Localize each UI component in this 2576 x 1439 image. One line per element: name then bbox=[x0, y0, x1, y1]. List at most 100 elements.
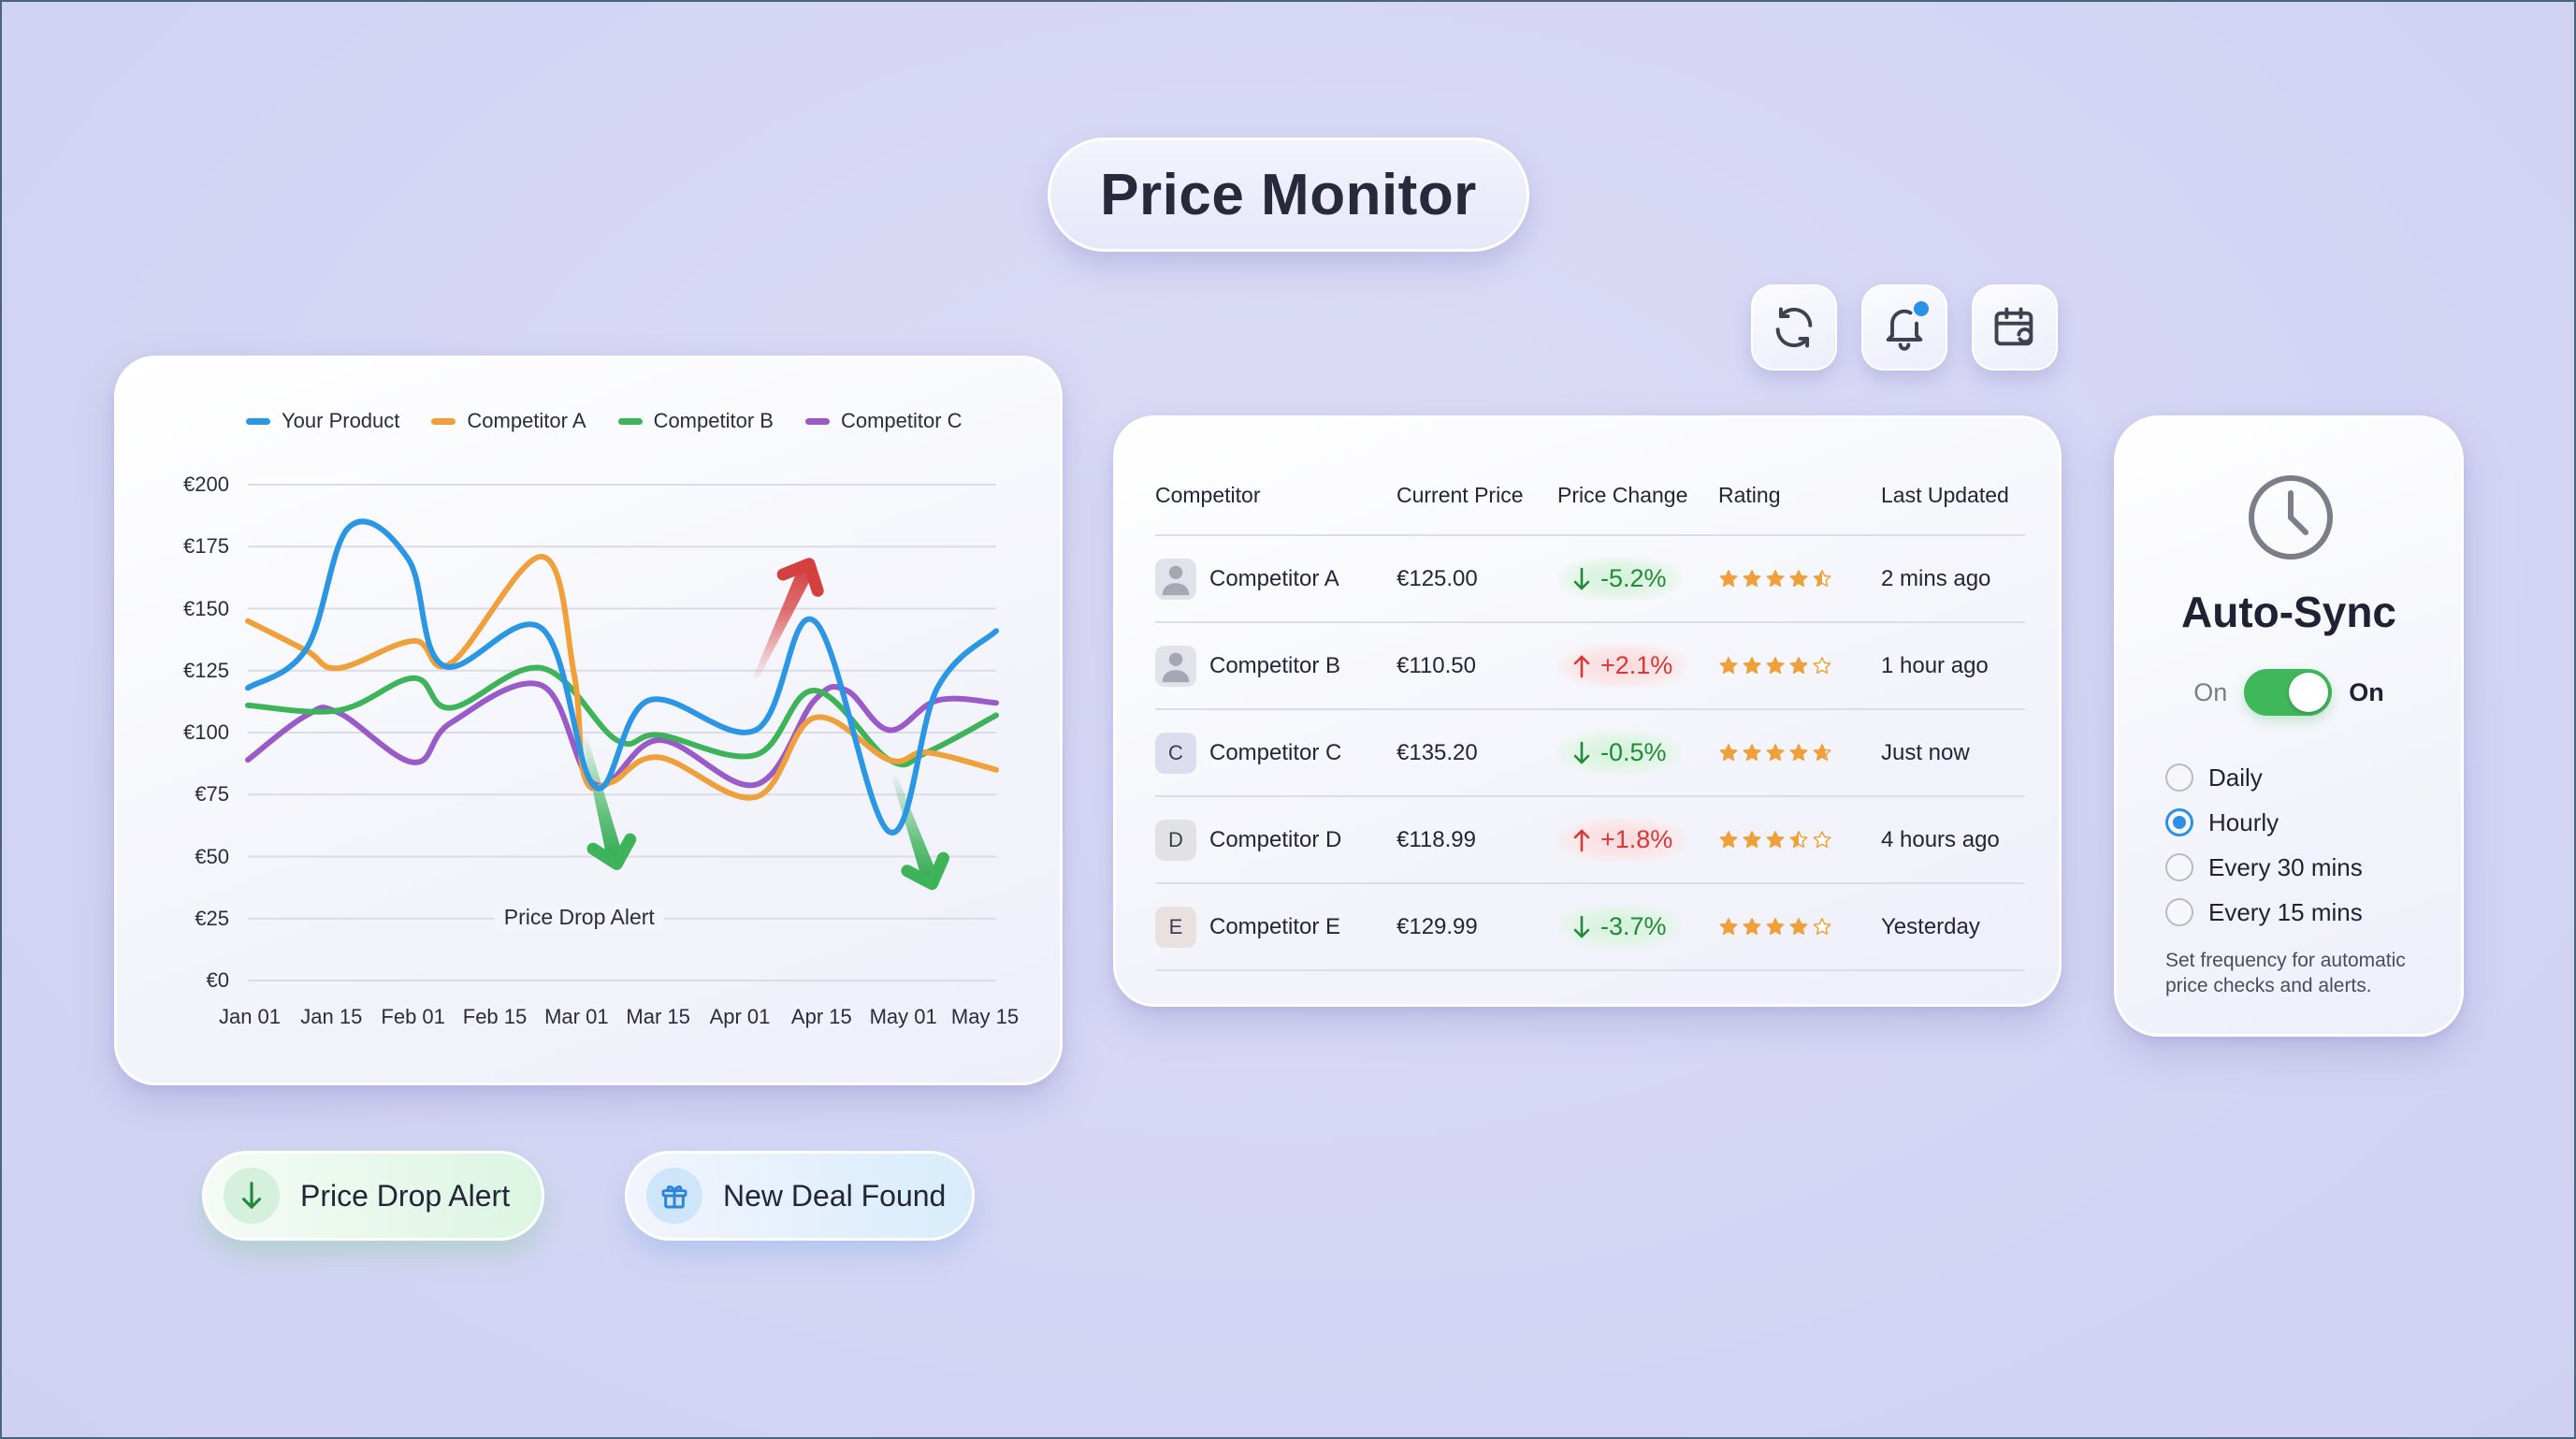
star-half-icon bbox=[1789, 830, 1808, 848]
radio-button[interactable] bbox=[2165, 898, 2193, 926]
price-drop-alert-button[interactable]: Price Drop Alert bbox=[202, 1151, 544, 1241]
series-line-competitor-c[interactable] bbox=[245, 680, 999, 789]
avatar bbox=[1155, 645, 1196, 687]
star-full-icon bbox=[1766, 569, 1785, 587]
x-axis-tick-label: Jan 01 bbox=[218, 1005, 282, 1028]
toggle-knob bbox=[2289, 673, 2329, 712]
page-title: Price Monitor bbox=[1100, 162, 1477, 227]
price-rise-arrow-icon bbox=[753, 560, 818, 679]
radio-button[interactable] bbox=[2165, 763, 2193, 792]
table-row[interactable]: C Competitor C €135.20 -0.5% Just now bbox=[1155, 710, 2025, 797]
price-change-value: -3.7% bbox=[1600, 912, 1667, 940]
clock-icon bbox=[2249, 475, 2333, 560]
chart-annotation-arrows bbox=[582, 558, 949, 891]
star-full-icon bbox=[1743, 917, 1761, 935]
legend-competitor-b[interactable]: Competitor B bbox=[617, 409, 774, 433]
cell-price-change: -0.5% bbox=[1557, 731, 1718, 775]
star-rating bbox=[1718, 830, 1832, 850]
cell-current-price: €118.99 bbox=[1397, 826, 1476, 852]
y-axis-tick-label: €100 bbox=[183, 720, 229, 744]
competitor-table-card: Competitor Current Price Price Change Ra… bbox=[1113, 415, 2062, 1007]
notification-badge bbox=[1914, 301, 1929, 316]
radio-label: Daily bbox=[2208, 763, 2263, 792]
arrow-up-icon bbox=[1573, 655, 1590, 677]
x-axis-tick-label: Feb 01 bbox=[381, 1005, 445, 1028]
new-deal-found-button[interactable]: New Deal Found bbox=[625, 1151, 975, 1241]
price-change-value: -0.5% bbox=[1600, 738, 1667, 766]
star-rating bbox=[1718, 917, 1832, 938]
arrow-down-icon bbox=[1573, 567, 1590, 589]
avatar-letter: E bbox=[1168, 914, 1183, 938]
auto-sync-title: Auto-Sync bbox=[2181, 588, 2396, 636]
auto-sync-toggle[interactable] bbox=[2244, 669, 2333, 716]
star-rating bbox=[1718, 656, 1832, 676]
y-axis-tick-label: €75 bbox=[195, 782, 229, 807]
legend-competitor-c[interactable]: Competitor C bbox=[804, 409, 962, 433]
notifications-button[interactable] bbox=[1861, 284, 1947, 371]
person-avatar-icon bbox=[1162, 652, 1190, 682]
star-full-icon bbox=[1766, 743, 1785, 761]
star-full-icon bbox=[1766, 656, 1785, 674]
cell-price-change: +1.8% bbox=[1557, 818, 1718, 862]
person-avatar-icon bbox=[1162, 565, 1190, 595]
frequency-radio-group: Daily Hourly Every 30 mins Every 15 mins bbox=[2165, 755, 2363, 935]
pill-icon-circle bbox=[646, 1168, 702, 1224]
avatar-letter: C bbox=[1168, 740, 1183, 764]
frequency-option-daily[interactable]: Daily bbox=[2165, 755, 2363, 800]
cell-current-price: €110.50 bbox=[1397, 652, 1476, 678]
series-line-competitor-a[interactable] bbox=[245, 553, 999, 801]
star-full-icon bbox=[1719, 743, 1738, 761]
legend-your-product[interactable]: Your Product bbox=[246, 409, 399, 433]
x-axis-tick-label: May 15 bbox=[950, 1005, 1020, 1028]
competitor-name: Competitor B bbox=[1209, 652, 1341, 678]
auto-sync-card: Auto-Sync On On Daily Hourly Every 30 mins… bbox=[2114, 415, 2464, 1037]
scheduled-sync-button[interactable] bbox=[1972, 284, 2058, 371]
star-full-icon bbox=[1719, 917, 1738, 935]
column-header-current-price[interactable]: Current Price bbox=[1397, 482, 1524, 507]
chart-legend: Your Product Competitor A Competitor B C… bbox=[246, 409, 962, 433]
column-header-competitor[interactable]: Competitor bbox=[1155, 482, 1261, 507]
toggle-right-label: On bbox=[2349, 677, 2384, 706]
competitor-name: Competitor D bbox=[1209, 826, 1342, 852]
radio-button[interactable] bbox=[2165, 853, 2193, 881]
arrow-head-icon bbox=[901, 851, 949, 891]
series-line-your-product[interactable] bbox=[245, 518, 999, 836]
table-row[interactable]: Competitor A €125.00 -5.2% 2 mins ago bbox=[1155, 536, 2025, 623]
frequency-option-every-30-mins[interactable]: Every 30 mins bbox=[2165, 845, 2363, 890]
star-full-icon bbox=[1766, 830, 1785, 848]
table-row[interactable]: D Competitor D €118.99 +1.8% 4 hours ago bbox=[1155, 797, 2025, 884]
star-half-icon bbox=[1813, 569, 1831, 587]
cell-last-updated: 4 hours ago bbox=[1881, 826, 2000, 852]
table-header-row: Competitor Current Price Price Change Ra… bbox=[1155, 456, 2025, 536]
frequency-option-every-15-mins[interactable]: Every 15 mins bbox=[2165, 890, 2363, 935]
star-full-icon bbox=[1743, 569, 1761, 587]
star-rating bbox=[1718, 743, 1832, 763]
x-axis-tick-label: Apr 01 bbox=[709, 1005, 771, 1028]
x-axis-tick-label: Jan 15 bbox=[300, 1005, 363, 1028]
price-change-value: +2.1% bbox=[1600, 651, 1673, 679]
cell-price-change: -3.7% bbox=[1557, 905, 1718, 949]
table-row[interactable]: E Competitor E €129.99 -3.7% Yesterday bbox=[1155, 884, 2025, 971]
pill-icon-circle bbox=[224, 1168, 280, 1224]
cell-rating bbox=[1718, 917, 1881, 938]
radio-button[interactable] bbox=[2165, 808, 2193, 836]
cell-current-price: €129.99 bbox=[1397, 913, 1478, 939]
column-header-rating[interactable]: Rating bbox=[1718, 482, 1781, 507]
arrow-down-icon bbox=[1573, 915, 1590, 938]
y-axis-tick-label: €0 bbox=[206, 968, 229, 992]
column-header-last-updated[interactable]: Last Updated bbox=[1881, 482, 2009, 507]
refresh-button[interactable] bbox=[1751, 284, 1837, 371]
legend-competitor-a[interactable]: Competitor A bbox=[431, 409, 586, 433]
price-drop-arrow-icon bbox=[891, 776, 940, 887]
y-axis-tick-label: €125 bbox=[183, 658, 229, 682]
page-title-pill: Price Monitor bbox=[1048, 138, 1529, 252]
star-empty-icon bbox=[1813, 830, 1831, 848]
price-change-value: -5.2% bbox=[1600, 564, 1667, 592]
frequency-option-hourly[interactable]: Hourly bbox=[2165, 800, 2363, 845]
star-full-icon bbox=[1743, 656, 1761, 674]
table-row[interactable]: Competitor B €110.50 +2.1% 1 hour ago bbox=[1155, 623, 2025, 710]
radio-label: Hourly bbox=[2208, 807, 2279, 836]
cell-current-price: €125.00 bbox=[1397, 565, 1478, 591]
legend-swatch-icon bbox=[804, 417, 830, 425]
column-header-price-change[interactable]: Price Change bbox=[1557, 482, 1688, 507]
